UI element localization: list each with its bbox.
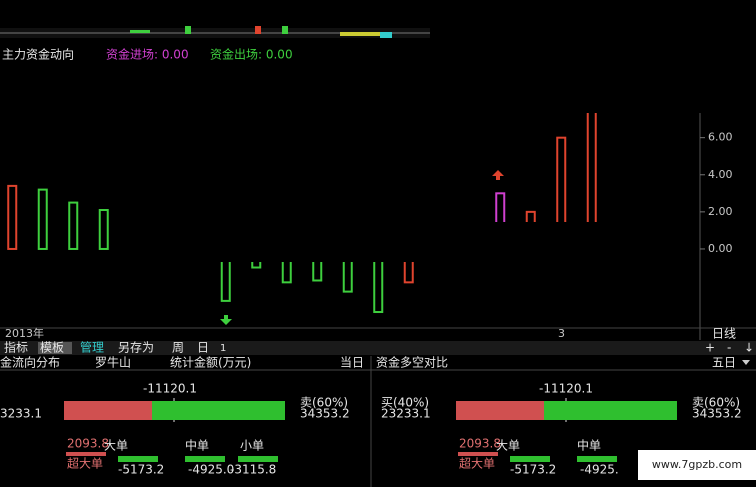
in-label: 资金进场: 0.00 <box>106 47 189 62</box>
range[interactable]: 五日 <box>712 356 736 370</box>
tool[interactable]: - <box>727 341 731 355</box>
sell-label: 卖(60%) <box>692 396 740 410</box>
tool[interactable]: 模板 <box>40 341 64 355</box>
mid-label: 中单 <box>577 438 601 453</box>
super-bar <box>458 452 498 456</box>
buy-bar <box>456 401 544 420</box>
panel-title: 主力资金动向 <box>2 47 74 62</box>
tab-highlight <box>38 342 72 354</box>
y-tick-label: 6.00 <box>708 131 733 144</box>
mid-value: -4925. <box>580 463 619 477</box>
mask <box>115 222 640 262</box>
buy-bar <box>64 401 152 420</box>
tool[interactable]: 指标 <box>4 340 28 355</box>
panel-title: 资金多空对比 <box>376 355 448 370</box>
down-arrow <box>220 315 232 325</box>
up-arrow <box>492 170 504 180</box>
big-bar <box>118 456 158 462</box>
time-label: 2013年 <box>5 326 44 340</box>
super-value: 2093.8 <box>459 437 501 451</box>
y-tick-label: 4.00 <box>708 168 733 181</box>
mid-label: 中单 <box>185 438 209 453</box>
small-value: -3115.8 <box>230 463 276 477</box>
toolbar <box>0 341 756 355</box>
sell-bar <box>544 401 677 420</box>
dropdown[interactable] <box>742 360 750 365</box>
tool[interactable]: 1 <box>220 343 226 354</box>
tool[interactable]: + <box>705 341 715 355</box>
bar <box>7 184 18 250</box>
buy-value: 3233.1 <box>0 407 42 421</box>
bar <box>98 209 109 250</box>
unit: 统计金额(万元) <box>170 355 251 370</box>
buy-label: 买(40%) <box>381 396 429 410</box>
watermark-box <box>638 450 756 480</box>
super-label: 超大单 <box>459 456 495 471</box>
super-label: 超大单 <box>67 456 103 471</box>
y-tick-label: 2.00 <box>708 205 733 218</box>
out-label: 资金出场: 0.00 <box>210 47 293 62</box>
sell-bar <box>152 401 285 420</box>
big-label: 大单 <box>496 439 520 453</box>
tool[interactable]: 日 <box>197 341 209 355</box>
big-value: -5173.2 <box>118 463 164 477</box>
stock-name: 罗牛山 <box>95 355 131 370</box>
super-value: 2093.8 <box>67 437 109 451</box>
tool[interactable]: 另存为 <box>118 341 154 355</box>
mini-strip <box>0 26 430 38</box>
bar <box>68 201 79 250</box>
net-value: -11120.1 <box>143 382 197 396</box>
small-bar <box>238 456 278 462</box>
big-value: -5173.2 <box>510 463 556 477</box>
big-bar <box>510 456 550 462</box>
tool[interactable]: ↓ <box>744 341 754 355</box>
mid-bar <box>577 456 617 462</box>
bar <box>37 188 48 250</box>
tool[interactable]: 周 <box>172 341 184 355</box>
sell-value: 34353.2 <box>300 407 350 421</box>
watermark: www.7gpzb.com <box>652 458 742 471</box>
mask <box>430 0 756 113</box>
mid-value: -4925.0 <box>188 463 234 477</box>
period-label: 日线 <box>712 327 736 341</box>
big-label: 大单 <box>104 439 128 453</box>
sell-label: 卖(60%) <box>300 396 348 410</box>
super-bar <box>66 452 106 456</box>
panel-title: 金流向分布 <box>0 355 60 370</box>
buy-value: 23233.1 <box>381 407 431 421</box>
net-value: -11120.1 <box>539 382 593 396</box>
time-label: 3 <box>558 327 565 340</box>
range[interactable]: 当日 <box>340 356 364 370</box>
sell-value: 34353.2 <box>692 407 742 421</box>
tool[interactable]: 管理 <box>80 340 104 355</box>
y-tick-label: 0.00 <box>708 242 733 255</box>
small-label: 小单 <box>240 439 264 453</box>
mid-bar <box>185 456 225 462</box>
